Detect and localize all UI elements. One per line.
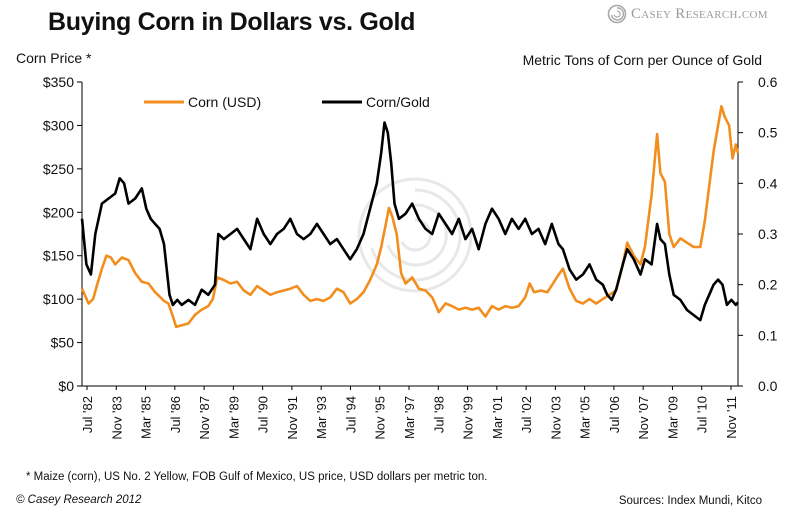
right-tick-label: 0.1 <box>758 327 778 343</box>
x-tick-label: Mar '85 <box>139 396 154 439</box>
x-tick-label: Jul '86 <box>168 396 183 433</box>
x-tick-label: Jul '94 <box>343 396 358 433</box>
left-tick-label: $250 <box>43 161 74 177</box>
x-tick-label: Jul '90 <box>256 396 271 433</box>
watermark-swirl-icon <box>357 177 473 293</box>
sources: Sources: Index Mundi, Kitco <box>618 495 762 507</box>
x-tick-label: Jul '98 <box>431 396 446 433</box>
left-tick-label: $50 <box>51 335 75 351</box>
x-tick-label: Mar '01 <box>490 396 505 439</box>
legend-corn-usd-label: Corn (USD) <box>188 94 261 110</box>
x-tick-label: Jul '82 <box>80 396 95 433</box>
x-tick-label: Nov '11 <box>724 396 739 439</box>
legend: Corn (USD) Corn/Gold <box>144 94 430 110</box>
x-tick-label: Jul '02 <box>519 396 534 433</box>
right-tick-label: 0.5 <box>758 125 778 141</box>
x-tick-label: Jul '10 <box>695 396 710 433</box>
corn-gold-line <box>80 121 739 322</box>
x-tick-label: Nov '99 <box>461 396 476 440</box>
series-layer <box>80 105 740 329</box>
legend-corn-gold-label: Corn/Gold <box>366 94 430 110</box>
x-tick-label: Mar '97 <box>402 396 417 439</box>
x-tick-label: Nov '03 <box>548 396 563 440</box>
right-tick-label: 0.2 <box>758 277 778 293</box>
axes: $0 $50 $100 $150 $200 $250 $300 $350 0.0 0.1 0.2 0.… <box>43 74 778 440</box>
copyright: © Casey Research 2012 <box>16 494 142 506</box>
x-tick-label: Nov '91 <box>285 396 300 440</box>
left-tick-label: $150 <box>43 248 74 264</box>
chart-title: Buying Corn in Dollars vs. Gold <box>48 8 416 36</box>
footnote: * Maize (corn), US No. 2 Yellow, FOB Gul… <box>26 471 488 483</box>
swirl-logo-icon <box>607 4 627 24</box>
x-tick-label: Nov '83 <box>109 396 124 440</box>
left-tick-label: $0 <box>58 378 74 394</box>
x-tick-label: Mar '89 <box>226 396 241 439</box>
right-tick-label: 0.6 <box>758 74 778 90</box>
x-tick-label: Mar '09 <box>665 396 680 439</box>
x-tick-label: Nov '07 <box>636 396 651 440</box>
brand-name: Casey Research.com <box>631 5 768 22</box>
brand[interactable]: Casey Research.com <box>607 3 768 25</box>
right-axis-label: Metric Tons of Corn per Ounce of Gold <box>522 52 762 68</box>
left-tick-label: $200 <box>43 204 74 220</box>
left-tick-label: $300 <box>43 117 74 133</box>
right-tick-label: 0.3 <box>758 226 778 242</box>
corn-usd-line <box>80 105 740 329</box>
x-tick-label: Nov '95 <box>373 396 388 440</box>
left-axis-label: Corn Price * <box>16 50 92 66</box>
right-tick-label: 0.0 <box>758 378 778 394</box>
x-tick-label: Jul '06 <box>607 396 622 433</box>
x-tick-label: Mar '05 <box>578 396 593 439</box>
left-tick-label: $350 <box>43 74 74 90</box>
left-tick-label: $100 <box>43 291 74 307</box>
x-tick-label: Mar '93 <box>314 396 329 439</box>
x-tick-label: Nov '87 <box>197 396 212 440</box>
right-tick-label: 0.4 <box>758 175 778 191</box>
